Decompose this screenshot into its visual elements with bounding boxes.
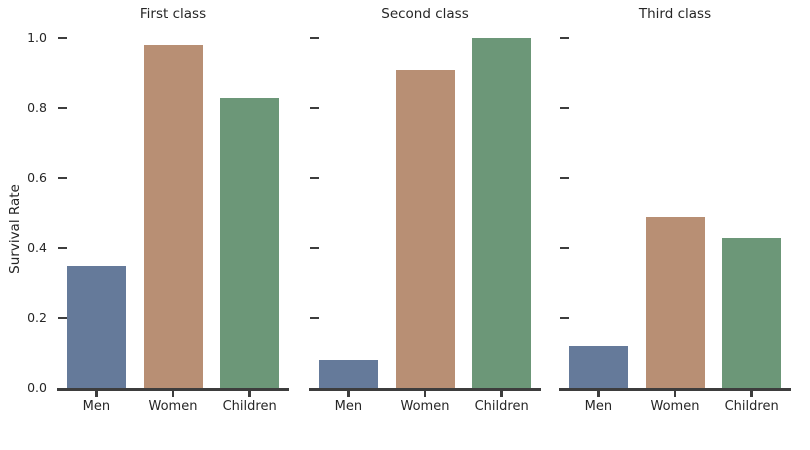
facet-title-second-class: Second class	[381, 6, 469, 22]
x-tick-label: Men	[82, 399, 111, 414]
y-tick-mark	[560, 106, 569, 110]
bar-women-third-class	[645, 216, 705, 388]
x-tick-mark	[95, 390, 98, 398]
x-axis-line	[559, 388, 791, 391]
y-tick-mark	[560, 316, 569, 320]
x-tick-label: Children	[474, 399, 529, 414]
y-tick-label: 0.6	[27, 170, 47, 185]
x-axis-line	[57, 388, 289, 391]
x-tick-mark	[171, 390, 175, 398]
y-tick-mark	[310, 176, 319, 180]
facet-panel-second-class: Second class Men Women Children	[309, 0, 541, 435]
y-tick-label: 1.0	[27, 30, 47, 45]
bar-women-first-class	[143, 45, 203, 388]
y-tick-mark	[560, 36, 569, 40]
x-tick-mark	[597, 390, 600, 398]
y-tick-mark	[310, 36, 319, 40]
y-tick-mark	[58, 176, 67, 180]
x-tick-label: Children	[222, 399, 277, 414]
bar-children-third-class	[722, 237, 782, 388]
x-tick-mark	[423, 390, 427, 398]
y-tick-mark	[310, 316, 319, 320]
x-tick-label: Men	[334, 399, 363, 414]
y-axis-label: Survival Rate	[7, 184, 23, 274]
bar-children-first-class	[220, 97, 280, 388]
bar-women-second-class	[395, 69, 455, 388]
y-tick-mark	[310, 106, 319, 110]
x-tick-mark	[500, 390, 503, 398]
y-tick-label: 0.4	[27, 240, 47, 255]
bar-men-second-class	[318, 360, 378, 388]
y-tick-mark	[58, 246, 67, 250]
bar-children-second-class	[472, 38, 532, 388]
y-tick-mark	[560, 246, 569, 250]
x-tick-mark	[673, 390, 677, 398]
x-tick-label: Children	[724, 399, 779, 414]
facet-panel-first-class: First class Men Women Children	[57, 0, 289, 435]
x-tick-label: Men	[584, 399, 613, 414]
y-tick-mark	[310, 246, 319, 250]
x-tick-mark	[347, 390, 350, 398]
y-tick-label: 0.8	[27, 100, 47, 115]
x-tick-mark	[248, 390, 251, 398]
y-tick-label: 0.0	[27, 380, 47, 395]
y-tick-mark	[58, 36, 67, 40]
y-tick-mark	[58, 106, 67, 110]
y-tick-mark	[58, 316, 67, 320]
y-tick-label: 0.2	[27, 310, 47, 325]
bar-men-first-class	[66, 265, 126, 388]
bar-men-third-class	[568, 346, 628, 388]
x-tick-label: Women	[400, 399, 450, 414]
x-tick-label: Women	[650, 399, 700, 414]
x-tick-mark	[750, 390, 753, 398]
facet-title-first-class: First class	[139, 6, 207, 22]
x-axis-line	[309, 388, 541, 391]
facet-panel-third-class: Third class Men Women Children	[559, 0, 791, 435]
x-tick-label: Women	[148, 399, 198, 414]
facet-title-third-class: Third class	[638, 6, 712, 22]
y-tick-mark	[560, 176, 569, 180]
